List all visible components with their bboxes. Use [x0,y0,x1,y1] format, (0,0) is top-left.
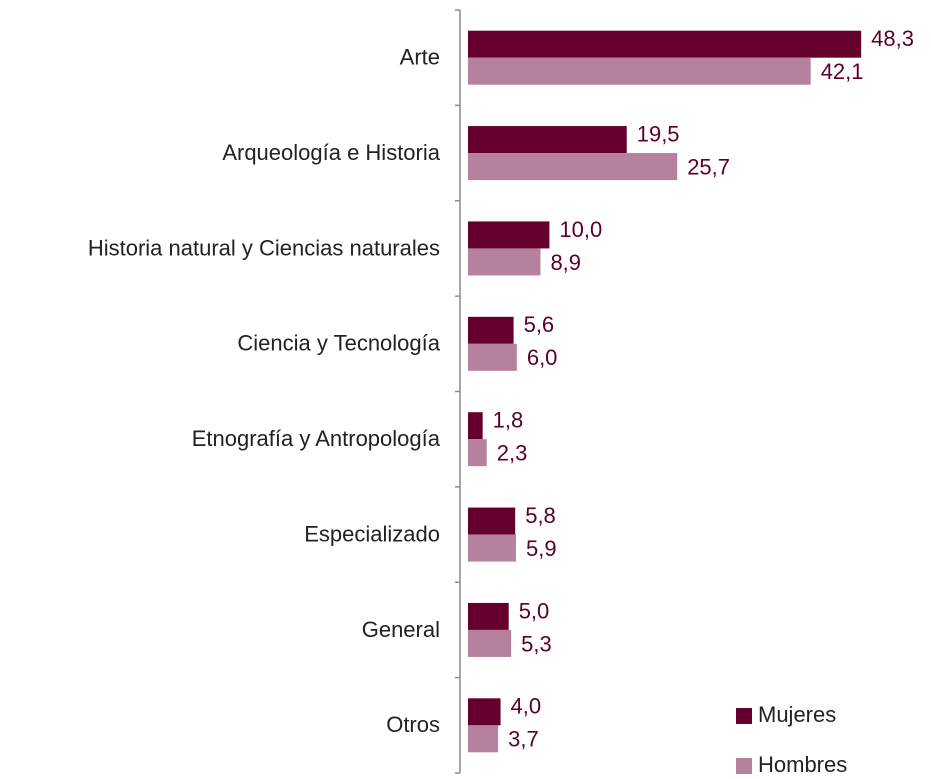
bar [468,534,517,562]
bar [468,57,811,85]
legend-swatch [736,708,752,724]
category-label: Arqueología e Historia [222,140,440,165]
value-label: 42,1 [821,59,864,84]
value-label: 5,9 [526,536,557,561]
category-label: Etnografía y Antropología [192,426,441,451]
bar [468,221,550,249]
value-label: 8,9 [550,250,581,275]
value-label: 25,7 [687,154,730,179]
bar [468,602,509,630]
bar [468,725,499,753]
value-label: 4,0 [511,694,542,719]
bar [468,30,862,58]
value-label: 19,5 [637,121,680,146]
category-label: Arte [400,45,440,70]
bar [468,248,541,276]
bar [468,153,678,181]
category-label: Especializado [304,521,440,546]
value-label: 48,3 [871,26,914,51]
value-label: 6,0 [527,345,558,370]
value-label: 5,8 [525,503,556,528]
bar [468,629,512,657]
category-label: Otros [386,712,440,737]
value-label: 5,3 [521,631,552,656]
value-label: 2,3 [497,441,528,466]
value-label: 3,7 [508,727,539,752]
bar [468,439,487,467]
bar [468,507,516,535]
legend-label: Mujeres [758,702,836,727]
category-label: Historia natural y Ciencias naturales [88,235,440,260]
bar [468,316,514,344]
value-label: 1,8 [493,408,524,433]
bar [468,698,501,726]
legend-label: Hombres [758,752,847,777]
value-label: 5,0 [519,598,550,623]
bar [468,126,627,154]
category-label: General [362,617,440,642]
legend-swatch [736,758,752,774]
bar [468,412,483,440]
value-label: 10,0 [559,217,602,242]
bar [468,343,517,371]
category-label: Ciencia y Tecnología [237,331,440,356]
value-label: 5,6 [524,312,555,337]
